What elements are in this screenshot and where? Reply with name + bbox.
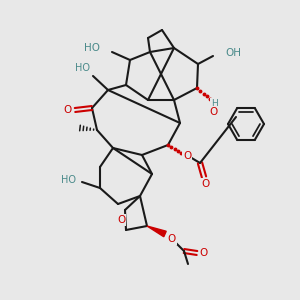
Text: H: H — [211, 98, 218, 107]
Text: HO: HO — [74, 63, 89, 73]
Text: OH: OH — [225, 48, 241, 58]
Text: O: O — [210, 107, 218, 117]
Text: HO: HO — [84, 43, 100, 53]
Text: O: O — [200, 248, 208, 258]
Polygon shape — [147, 226, 166, 237]
Text: O: O — [202, 179, 210, 189]
Text: O: O — [63, 105, 71, 115]
Text: O: O — [183, 151, 191, 161]
Text: O: O — [117, 215, 125, 225]
Text: HO: HO — [61, 175, 76, 185]
Text: O: O — [168, 234, 176, 244]
